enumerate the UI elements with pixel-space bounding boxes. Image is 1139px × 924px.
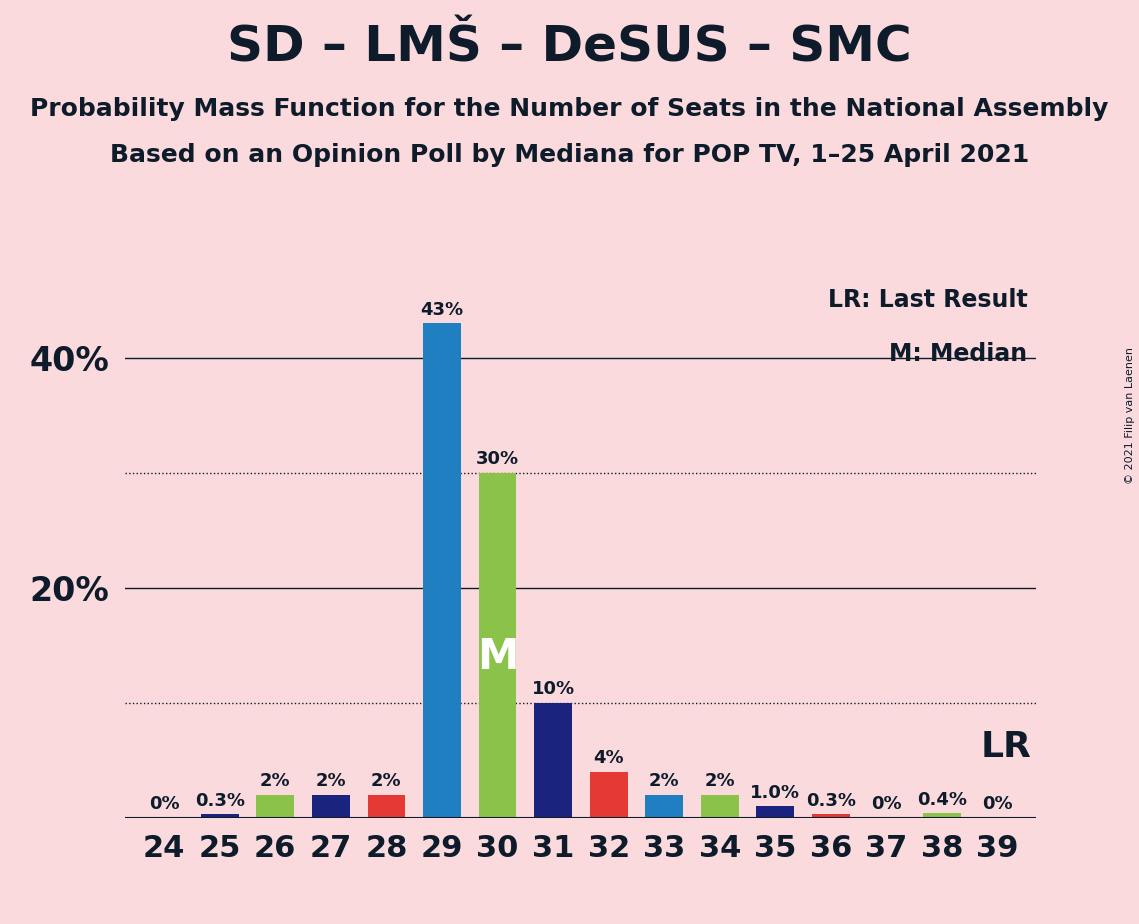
Bar xyxy=(534,703,572,818)
Text: 30%: 30% xyxy=(476,450,519,468)
Text: 10%: 10% xyxy=(532,680,575,699)
Text: 1.0%: 1.0% xyxy=(751,784,801,802)
Text: 43%: 43% xyxy=(420,300,464,319)
Text: 0.3%: 0.3% xyxy=(195,792,245,809)
Text: 2%: 2% xyxy=(371,772,402,790)
Bar xyxy=(256,795,294,818)
Bar xyxy=(312,795,350,818)
Bar xyxy=(590,772,628,818)
Text: 2%: 2% xyxy=(316,772,346,790)
Text: 4%: 4% xyxy=(593,749,624,767)
Text: 0%: 0% xyxy=(982,796,1013,813)
Text: Based on an Opinion Poll by Mediana for POP TV, 1–25 April 2021: Based on an Opinion Poll by Mediana for … xyxy=(109,143,1030,167)
Text: 0%: 0% xyxy=(149,796,180,813)
Text: 2%: 2% xyxy=(705,772,735,790)
Text: 2%: 2% xyxy=(649,772,680,790)
Bar xyxy=(200,814,239,818)
Text: Probability Mass Function for the Number of Seats in the National Assembly: Probability Mass Function for the Number… xyxy=(31,97,1108,121)
Text: M: Median: M: Median xyxy=(890,342,1027,366)
Text: SD – LMŠ – DeSUS – SMC: SD – LMŠ – DeSUS – SMC xyxy=(227,23,912,71)
Bar xyxy=(700,795,739,818)
Bar xyxy=(923,813,961,818)
Bar xyxy=(646,795,683,818)
Bar xyxy=(812,814,850,818)
Text: 0%: 0% xyxy=(871,796,902,813)
Bar xyxy=(368,795,405,818)
Text: © 2021 Filip van Laenen: © 2021 Filip van Laenen xyxy=(1125,347,1134,484)
Text: LR: LR xyxy=(981,731,1032,764)
Text: 0.4%: 0.4% xyxy=(917,791,967,808)
Bar xyxy=(756,807,794,818)
Text: LR: Last Result: LR: Last Result xyxy=(828,288,1027,312)
Text: 0.3%: 0.3% xyxy=(806,792,855,809)
Text: 2%: 2% xyxy=(260,772,290,790)
Text: M: M xyxy=(477,636,518,677)
Bar xyxy=(478,473,516,818)
Bar xyxy=(423,323,461,818)
